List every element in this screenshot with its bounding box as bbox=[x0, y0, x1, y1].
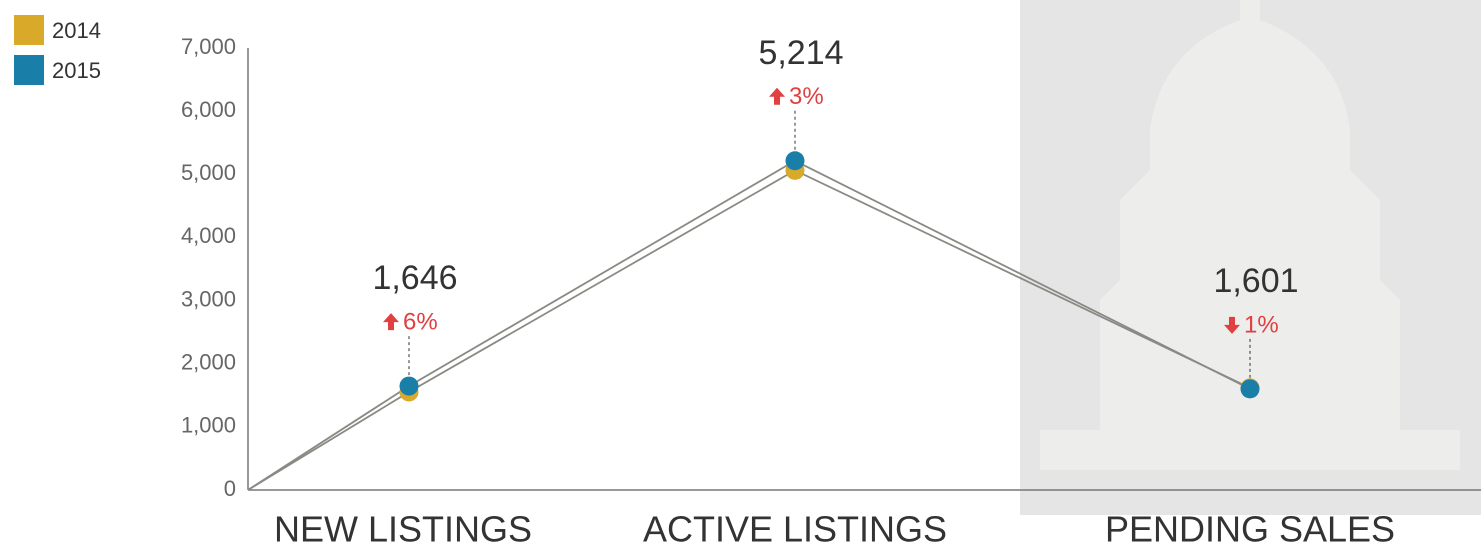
x-tick-label: PENDING SALES bbox=[1105, 509, 1395, 550]
y-tick-label: 2,000 bbox=[181, 350, 236, 375]
y-tick-label: 6,000 bbox=[181, 97, 236, 122]
data-point bbox=[1241, 379, 1260, 398]
chart: 0 1,000 2,000 3,000 4,000 5,000 6,000 7,000 NEW … bbox=[0, 0, 1481, 551]
background-art bbox=[1020, 0, 1481, 515]
y-tick-label: 7,000 bbox=[181, 34, 236, 59]
x-tick-label: ACTIVE LISTINGS bbox=[643, 509, 947, 550]
x-tick-label: NEW LISTINGS bbox=[274, 509, 532, 550]
change-label: 6% bbox=[403, 308, 438, 335]
legend-swatch bbox=[14, 55, 44, 85]
value-label: 5,214 bbox=[758, 34, 843, 72]
arrow-up bbox=[769, 88, 785, 105]
legend-label: 2015 bbox=[52, 58, 101, 83]
y-tick-label: 3,000 bbox=[181, 286, 236, 311]
y-tick-label: 0 bbox=[224, 476, 236, 501]
y-tick-label: 1,000 bbox=[181, 413, 236, 438]
y-tick-label: 5,000 bbox=[181, 160, 236, 185]
line-lead-in bbox=[248, 386, 409, 490]
y-tick-label: 4,000 bbox=[181, 223, 236, 248]
legend-label: 2014 bbox=[52, 18, 101, 43]
data-point bbox=[400, 377, 419, 396]
data-point bbox=[786, 151, 805, 170]
legend-swatch bbox=[14, 15, 44, 45]
change-label: 3% bbox=[789, 83, 824, 110]
change-label: 1% bbox=[1244, 311, 1279, 338]
arrow-up bbox=[383, 313, 399, 330]
value-label: 1,646 bbox=[372, 259, 457, 297]
value-label: 1,601 bbox=[1213, 262, 1298, 300]
